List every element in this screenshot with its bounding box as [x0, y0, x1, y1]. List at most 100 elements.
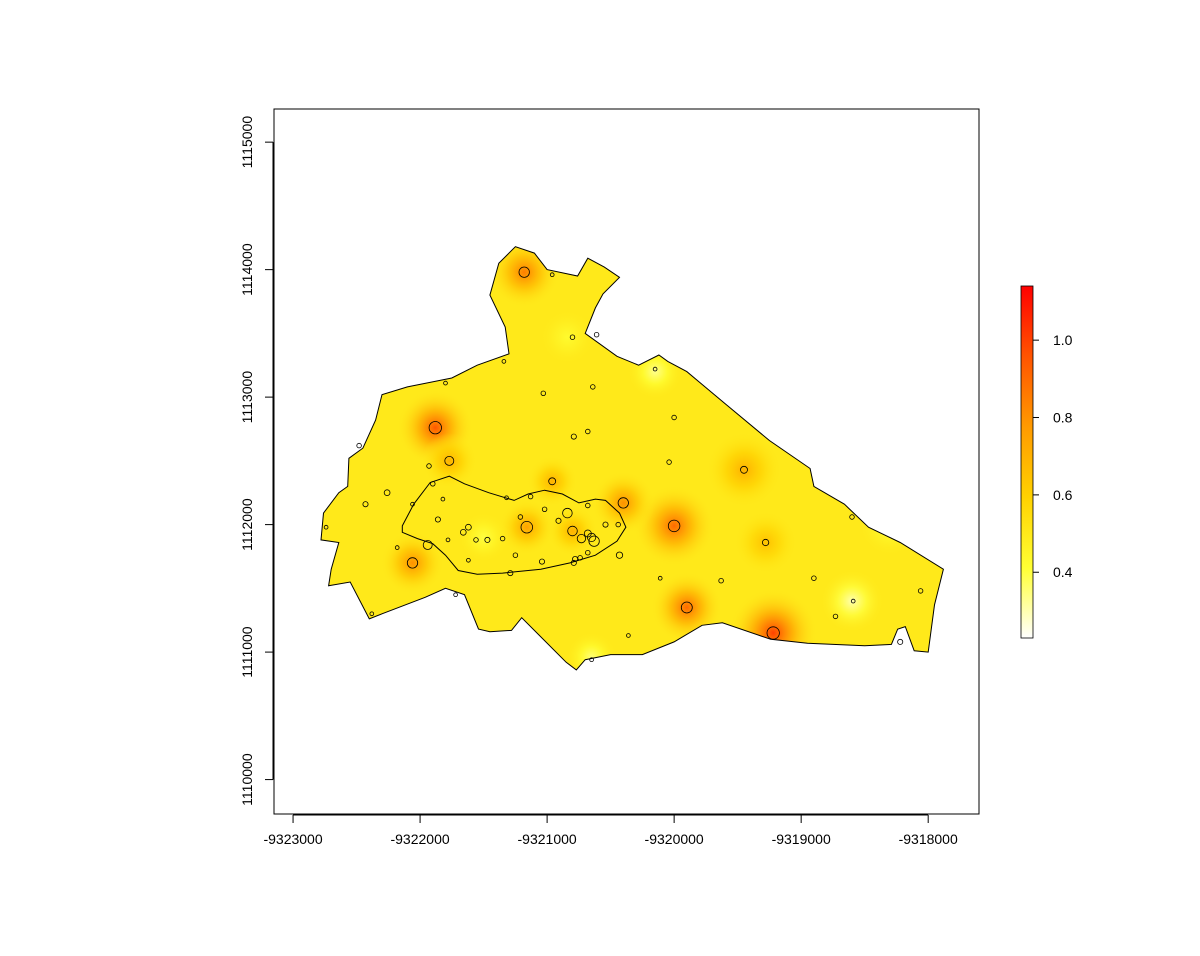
sample-point: [615, 521, 621, 528]
sample-point: [383, 489, 391, 497]
sample-point: [740, 465, 748, 474]
sample-point: [718, 578, 724, 584]
sample-point: [356, 442, 362, 449]
heat-hotspot: [488, 246, 560, 308]
colorbar-tick-label: 0.8: [1053, 410, 1073, 426]
sample-point: [406, 557, 419, 569]
y-tick-label: 1114000: [239, 243, 255, 296]
colorbar-ramp: [1020, 285, 1034, 639]
colorbar-tick-label: 1.0: [1053, 332, 1073, 348]
sample-point: [548, 477, 557, 486]
sample-point: [540, 390, 546, 396]
sample-point: [583, 529, 592, 538]
sample-points: [323, 266, 924, 662]
heat-hotspot: [421, 433, 478, 489]
y-tick-label: 1111000: [239, 626, 255, 678]
heat-hotspot: [733, 510, 798, 575]
sample-point: [501, 359, 507, 364]
sample-point: [459, 528, 467, 536]
x-tick-label: -9321000: [518, 831, 577, 847]
y-tick-label: 1113000: [239, 371, 255, 424]
sample-point: [453, 592, 458, 597]
sample-point: [849, 514, 855, 520]
sample-point: [323, 524, 329, 530]
sample-point: [811, 575, 817, 581]
sample-point: [465, 523, 472, 531]
sample-point: [507, 570, 514, 577]
x-tick-label: -9322000: [390, 831, 449, 847]
heat-hotspot: [728, 588, 818, 670]
x-tick-label: -9319000: [772, 831, 831, 847]
sample-point: [362, 501, 369, 508]
sample-point: [520, 521, 534, 534]
heat-hotspot: [627, 343, 683, 400]
sample-point: [549, 272, 555, 278]
sample-point: [589, 657, 594, 662]
outer-boundary: [320, 246, 944, 671]
heat-background: [321, 246, 944, 670]
x-tick-label: -9323000: [263, 831, 322, 847]
sample-point: [588, 535, 600, 547]
sample-point: [539, 558, 546, 565]
sample-point: [576, 533, 587, 544]
sample-point: [617, 497, 629, 509]
sample-point: [527, 493, 534, 500]
sample-point: [562, 507, 573, 519]
sample-point: [444, 455, 455, 466]
sample-point: [484, 536, 491, 543]
sample-point: [445, 537, 451, 543]
sample-point: [499, 535, 506, 542]
sample-point: [761, 538, 770, 547]
sample-point: [569, 334, 576, 340]
sample-point: [426, 463, 432, 469]
y-axis: 1110000 1111000 1112000 1113000 1114000 11150…: [239, 116, 274, 806]
sample-point: [567, 525, 578, 537]
sample-point: [766, 626, 780, 640]
heat-hotspot: [458, 512, 509, 563]
sample-point: [577, 555, 583, 561]
sample-point: [518, 266, 530, 278]
sample-point: [512, 552, 519, 558]
sample-point: [466, 557, 471, 563]
heat-hotspot: [566, 631, 617, 670]
sample-point: [541, 506, 548, 512]
heat-hotspot: [498, 499, 555, 556]
sample-point: [615, 551, 624, 559]
sample-point: [443, 380, 448, 386]
y-tick-label: 1115000: [239, 116, 255, 169]
colorbar-legend: 0.4 0.6 0.8 1.0: [1020, 285, 1073, 639]
sample-point: [680, 601, 693, 614]
heat-hotspot: [820, 569, 884, 633]
colorbar-tick-label: 0.6: [1053, 487, 1073, 503]
sample-point: [434, 516, 441, 523]
x-axis: -9323000 -9322000 -9321000 -9320000 -9319000…: [263, 814, 958, 847]
sample-point: [430, 481, 436, 487]
x-tick-label: -9320000: [645, 831, 704, 847]
colorbar-tick-label: 0.4: [1053, 564, 1073, 580]
sample-point: [422, 540, 433, 550]
sample-point: [369, 611, 375, 617]
heat-hotspot: [539, 309, 596, 366]
heat-hotspot: [651, 571, 723, 644]
y-tick-label: 1110000: [239, 753, 255, 806]
sample-point: [585, 502, 591, 509]
heat-hotspot: [526, 455, 578, 507]
heat-hotspot: [380, 531, 445, 595]
sample-point: [593, 332, 600, 338]
sample-point: [570, 433, 577, 440]
sample-point: [428, 421, 442, 435]
sample-point: [917, 588, 924, 594]
sample-point: [626, 633, 631, 638]
x-tick-label: -9318000: [899, 831, 958, 847]
sample-point: [504, 495, 509, 501]
sample-point: [671, 414, 677, 421]
sample-point: [440, 496, 446, 502]
sample-point: [667, 519, 681, 533]
heat-hotspot: [858, 492, 922, 557]
sample-point: [666, 459, 672, 465]
inner-boundary: [401, 475, 627, 575]
plot-frame: [273, 108, 980, 815]
y-tick-label: 1112000: [239, 498, 255, 551]
sample-point: [585, 550, 591, 556]
